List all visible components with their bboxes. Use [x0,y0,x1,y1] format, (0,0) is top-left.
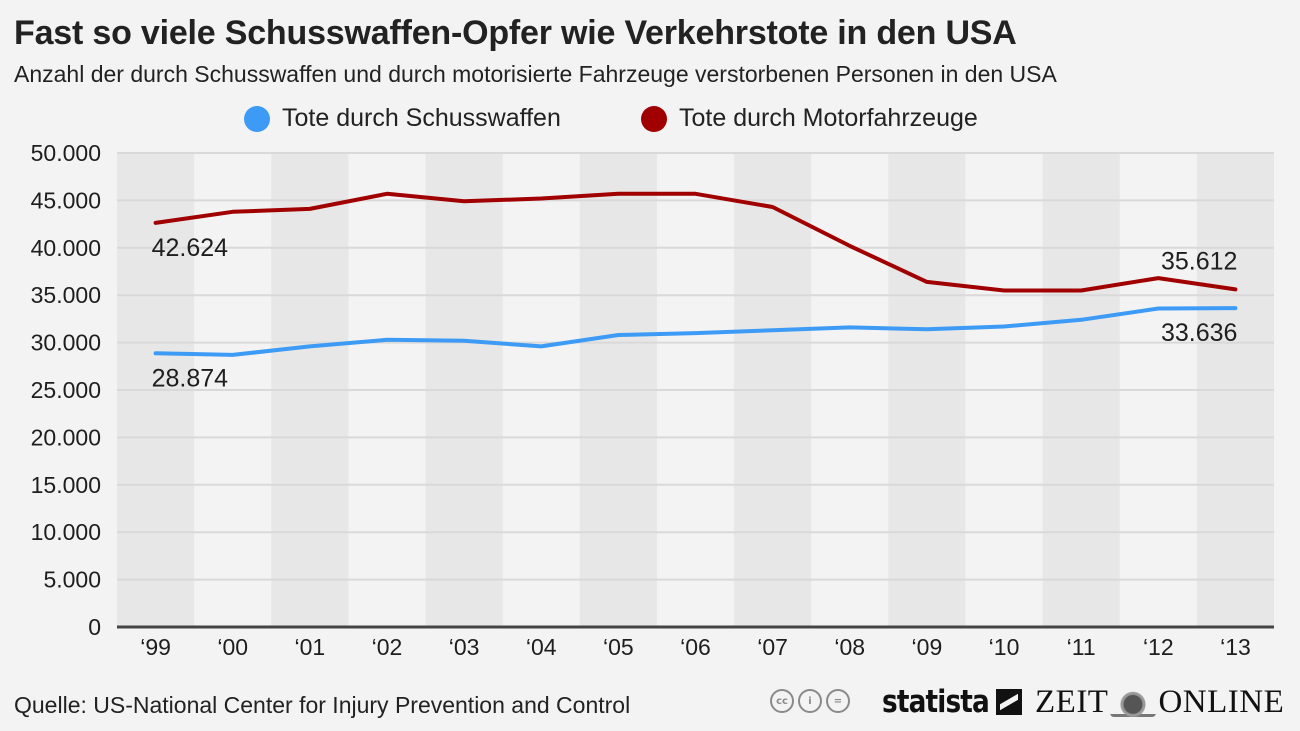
source-note: Quelle: US-National Center for Injury Pr… [14,692,631,718]
x-tick-label: ‘99 [140,634,171,660]
chart-subtitle: Anzahl der durch Schusswaffen und durch … [14,61,1057,87]
gridlines [117,152,1274,581]
legend-marker-firearms [244,105,270,132]
legend-item-firearms: Tote durch Schusswaffen [244,104,561,133]
nd-icon[interactable]: = [826,689,850,713]
x-tick-label: ‘07 [757,634,788,660]
series-line-firearms [153,306,1238,357]
data-label: 35.612 [1161,247,1237,275]
zeit-wordmark-right: ONLINE [1158,684,1285,720]
x-tick-label: ‘10 [989,634,1020,660]
statista-wordmark: statista [882,684,990,720]
y-axis-ticks: 0 5.000 10.000 15.000 20.000 25.000 30.000 35.0… [31,140,101,640]
x-tick-label: ‘12 [1143,634,1174,660]
x-axis-ticks: ‘99 ‘00 ‘01 ‘02 ‘03 ‘04 ‘05 ‘06 ‘07 ‘08 ‘09 ‘10 ‘11 ‘… [140,634,1251,660]
data-labels: 42.624 28.874 35.612 33.636 [152,234,1238,392]
legend-label-firearms: Tote durch Schusswaffen [282,104,561,132]
x-tick-label: ‘05 [603,634,634,660]
data-label: 28.874 [152,364,229,392]
x-tick-label: ‘03 [449,634,480,660]
legend: Tote durch Schusswaffen Tote durch Motor… [0,104,1300,136]
license-icons[interactable]: cc i = [770,689,850,713]
x-tick-label: ‘04 [526,634,557,660]
x-tick-label: ‘13 [1220,634,1251,660]
y-tick-label: 45.000 [31,187,101,213]
x-tick-label: ‘09 [912,634,943,660]
y-tick-label: 30.000 [31,330,101,356]
statista-logo-icon [995,689,1022,715]
data-label: 33.636 [1161,319,1237,347]
by-icon[interactable]: i [798,689,822,713]
x-tick-label: ‘02 [372,634,403,660]
y-tick-label: 50.000 [31,140,101,166]
x-tick-label: ‘11 [1067,634,1096,660]
x-tick-label: ‘06 [680,634,711,660]
y-tick-label: 40.000 [31,235,101,261]
zeit-wordmark-left: ZEIT [1035,684,1109,720]
y-tick-label: 20.000 [31,424,101,450]
x-tick-label: ‘01 [294,634,325,660]
series-line-vehicles [153,191,1238,293]
legend-label-vehicles: Tote durch Motorfahrzeuge [679,104,978,132]
data-label: 42.624 [152,234,229,262]
x-tick-label: ‘00 [217,634,248,660]
x-tick-label: ‘08 [834,634,865,660]
legend-item-vehicles: Tote durch Motorfahrzeuge [641,104,978,133]
zeit-online-logo[interactable]: ZEIT ONLINE [1035,684,1284,721]
legend-marker-vehicles [641,105,667,132]
y-tick-label: 25.000 [31,377,101,403]
series-lines [153,191,1238,357]
cc-icon[interactable]: cc [770,689,794,713]
y-tick-label: 0 [88,614,101,640]
y-tick-label: 35.000 [31,282,101,308]
y-tick-label: 5.000 [43,567,101,593]
chart-title: Fast so viele Schusswaffen-Opfer wie Ver… [14,14,1017,52]
y-tick-label: 10.000 [31,519,101,545]
y-tick-label: 15.000 [31,472,101,498]
eagle-crest-icon [1110,688,1157,717]
statista-logo[interactable]: statista [882,684,1022,720]
